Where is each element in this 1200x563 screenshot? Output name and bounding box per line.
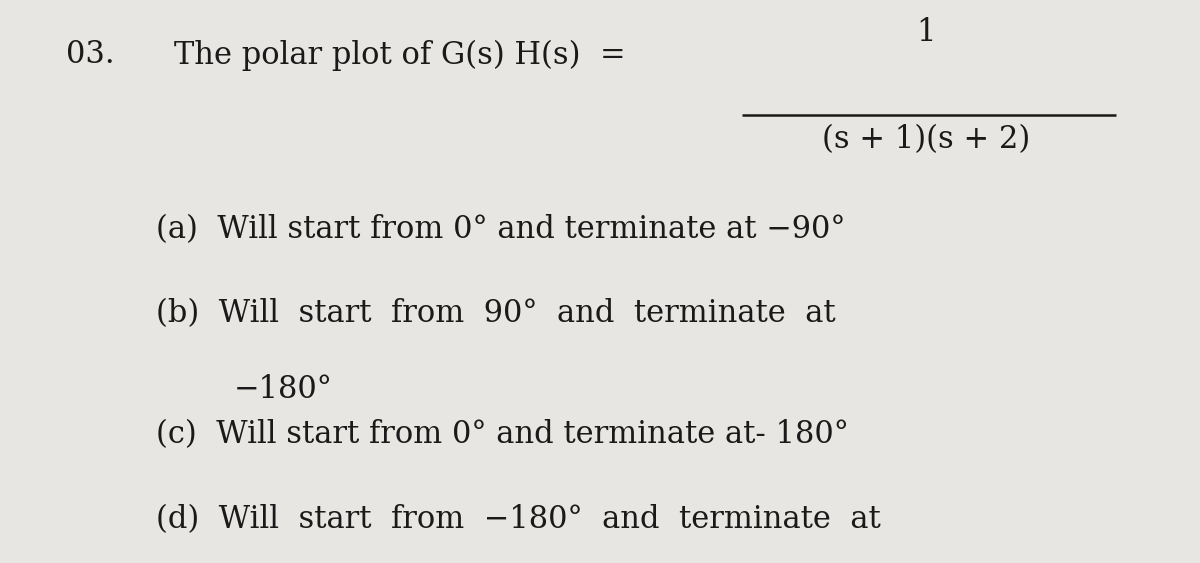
Text: 1: 1 bbox=[917, 17, 936, 48]
Text: (a)  Will start from 0° and terminate at −90°: (a) Will start from 0° and terminate at … bbox=[156, 214, 846, 245]
Text: 03.: 03. bbox=[66, 39, 115, 70]
Text: (b)  Will  start  from  90°  and  terminate  at: (b) Will start from 90° and terminate at bbox=[156, 298, 835, 329]
Text: The polar plot of G(s) H(s)  =: The polar plot of G(s) H(s) = bbox=[174, 39, 625, 70]
Text: (d)  Will  start  from  −180°  and  terminate  at: (d) Will start from −180° and terminate … bbox=[156, 504, 881, 535]
Text: −180°: −180° bbox=[234, 374, 332, 405]
Text: (c)  Will start from 0° and terminate at- 180°: (c) Will start from 0° and terminate at-… bbox=[156, 419, 848, 450]
Text: (s + 1)(s + 2): (s + 1)(s + 2) bbox=[822, 124, 1031, 155]
